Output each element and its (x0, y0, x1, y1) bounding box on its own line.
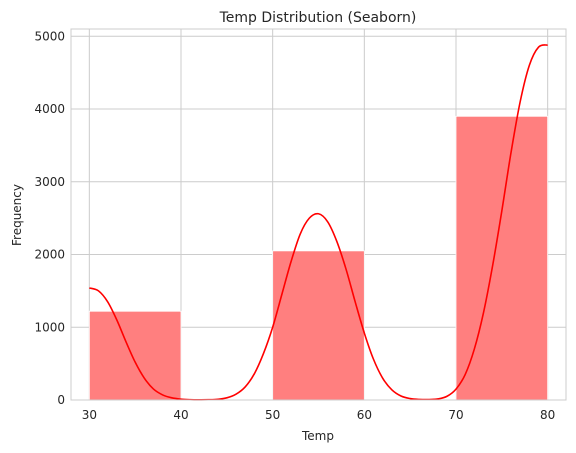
histogram-bar (88, 310, 182, 401)
y-tick-label: 0 (57, 393, 65, 407)
x-axis-label: Temp (301, 429, 334, 443)
x-tick-label: 60 (357, 408, 372, 422)
y-tick-labels: 0 1000 2000 3000 4000 5000 (34, 29, 65, 407)
kde-line (89, 44, 548, 401)
y-axis-label: Frequency (10, 184, 24, 246)
y-tick-label: 1000 (34, 320, 65, 334)
plot-frame (70, 28, 567, 401)
chart-title: Temp Distribution (Seaborn) (219, 10, 417, 26)
histogram-bar (272, 250, 365, 401)
y-tick-label: 3000 (34, 175, 65, 189)
bar-layer (88, 115, 549, 401)
x-tick-label: 80 (540, 408, 555, 422)
y-tick-label: 5000 (34, 29, 65, 43)
x-tick-label: 40 (173, 408, 188, 422)
kde-layer (89, 44, 548, 401)
y-tick-label: 2000 (34, 248, 65, 262)
x-tick-labels: 30 40 50 60 70 80 (82, 408, 556, 422)
x-tick-label: 50 (265, 408, 280, 422)
x-tick-label: 70 (448, 408, 463, 422)
x-tick-label: 30 (82, 408, 97, 422)
histogram-bar (455, 115, 549, 401)
y-tick-label: 4000 (34, 102, 65, 116)
